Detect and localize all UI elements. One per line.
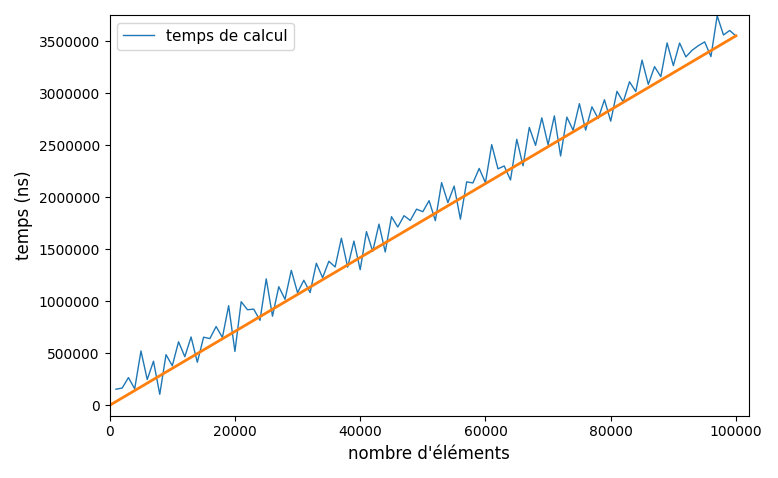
temps de calcul — [155, 391, 164, 397]
temps de calcul — [713, 13, 722, 19]
temps de calcul — [706, 54, 716, 59]
Line: temps de calcul: temps de calcul — [116, 16, 736, 394]
temps de calcul — [731, 33, 741, 39]
temps de calcul — [261, 276, 271, 282]
temps de calcul — [237, 299, 246, 304]
temps de calcul — [437, 180, 447, 185]
temps de calcul — [487, 142, 496, 148]
Legend: temps de calcul: temps de calcul — [117, 22, 294, 50]
temps de calcul — [111, 386, 121, 392]
Y-axis label: temps (ns): temps (ns) — [15, 171, 33, 260]
X-axis label: nombre d'éléments: nombre d'éléments — [348, 445, 510, 463]
temps de calcul — [688, 47, 697, 53]
